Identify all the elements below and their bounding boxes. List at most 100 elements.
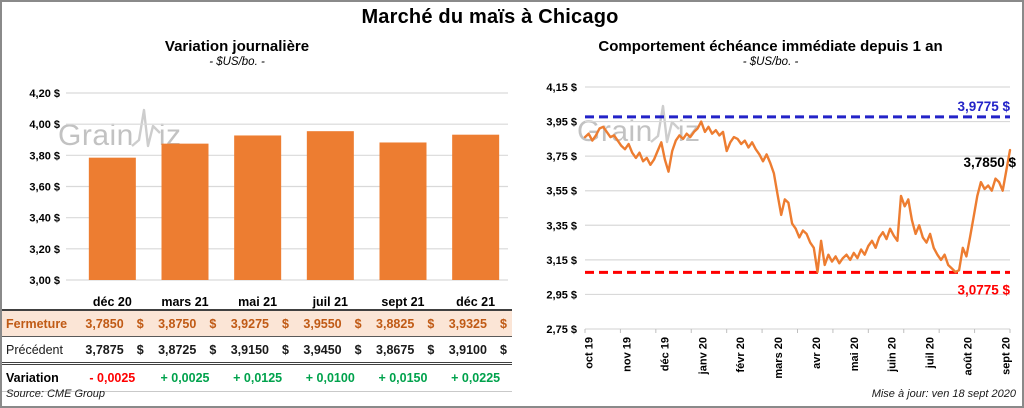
- price-value: 3,7875: [85, 342, 124, 357]
- y-axis-tick-label: 3,35 $: [546, 220, 577, 232]
- value-cell: 3,7875 $: [76, 343, 149, 357]
- variation-value: + 0,0150: [378, 371, 428, 385]
- value-cell: + 0,0125: [221, 371, 294, 385]
- source-note: Source: CME Group: [6, 388, 106, 400]
- currency-symbol: $: [282, 342, 289, 357]
- currency-symbol: $: [209, 342, 217, 357]
- currency-symbol: $: [354, 342, 362, 357]
- value-cell: + 0,0025: [149, 371, 222, 385]
- row-label: Précédent: [6, 342, 63, 357]
- currency-symbol: $: [499, 342, 507, 357]
- price-value: 3,9275: [230, 316, 269, 331]
- x-axis-tick-label: juil 20: [925, 337, 937, 369]
- y-axis-tick-label: 3,55 $: [546, 186, 577, 198]
- price-table: déc 20 mars 21 mai 21 juil 21 sept 21 déc 21 F…: [2, 294, 512, 392]
- price-value: 3,9550: [303, 316, 342, 331]
- y-axis-tick-label: 4,20 $: [29, 88, 60, 100]
- value-cell: - 0,0025: [76, 371, 149, 385]
- currency-symbol: $: [136, 342, 144, 357]
- price-value: 3,8750: [158, 316, 197, 331]
- high-value-label: 3,9775 $: [957, 99, 1010, 114]
- bar: [306, 131, 354, 280]
- column-header: mai 21: [238, 294, 278, 309]
- y-axis-tick-label: 3,20 $: [29, 244, 60, 256]
- y-axis-tick-label: 3,00 $: [29, 275, 60, 287]
- page-title: Marché du maïs à Chicago: [361, 6, 619, 28]
- price-value: 3,9325: [448, 316, 487, 331]
- currency-symbol: $: [209, 316, 217, 331]
- bar-chart-svg: 4,20 $ 4,00 $ 3,80 $ 3,60 $ 3,40 $ 3,20 $ 3,00…: [29, 88, 508, 287]
- x-axis-tick-label: févr 20: [735, 337, 747, 372]
- currency-symbol: $: [136, 316, 144, 331]
- last-value-label: 3,7850 $: [963, 155, 1016, 170]
- x-axis-tick-label: mai 20: [849, 337, 861, 371]
- column-header: sept 21: [381, 294, 425, 309]
- bar: [234, 135, 282, 280]
- x-axis-tick-label: sept 20: [1000, 337, 1012, 375]
- y-axis-tick-label: 4,00 $: [29, 119, 60, 131]
- currency-symbol: $: [282, 316, 289, 331]
- variation-value: + 0,0025: [160, 371, 210, 385]
- value-cell: 3,9100 $: [439, 343, 512, 357]
- bar: [161, 143, 209, 280]
- bar: [88, 157, 136, 280]
- y-axis-tick-label: 3,75 $: [546, 151, 577, 163]
- y-axis-tick-label: 3,80 $: [29, 150, 60, 162]
- left-chart-subtitle: - $US/bo. -: [209, 56, 265, 68]
- value-cell: 3,9150 $: [221, 343, 294, 357]
- row-label: Variation: [6, 371, 59, 385]
- y-axis-tick-label: 3,60 $: [29, 182, 60, 194]
- value-cell: + 0,0100: [294, 371, 367, 385]
- price-value: 3,8725: [158, 342, 197, 357]
- daily-variation-panel: Variation journalière - $US/bo. - Grain …: [2, 36, 512, 406]
- x-axis-tick-label: juin 20: [887, 337, 899, 373]
- column-header: déc 21: [456, 294, 496, 309]
- row-label: Fermeture: [6, 316, 68, 331]
- right-chart-subtitle: - $US/bo. -: [742, 56, 799, 68]
- low-value-label: 3,0775 $: [957, 282, 1010, 297]
- right-chart-title: Comportement échéance immédiate depuis 1…: [598, 38, 943, 55]
- y-axis-tick-label: 3,40 $: [29, 213, 60, 225]
- x-axis-tick-label: oct 19: [584, 337, 596, 369]
- value-cell: 3,9550 $: [294, 317, 367, 331]
- value-cell: 3,9325 $: [439, 317, 512, 331]
- variation-value: + 0,0100: [305, 371, 355, 385]
- price-value: 3,8825: [376, 316, 415, 331]
- front-month-panel: Comportement échéance immédiate depuis 1…: [519, 36, 1022, 406]
- price-value: 3,9150: [230, 342, 269, 357]
- bar: [379, 142, 427, 280]
- variation-value: + 0,0125: [233, 371, 283, 385]
- price-value: 3,9450: [303, 342, 342, 357]
- value-cell: 3,7850 $: [76, 317, 149, 331]
- y-axis-tick-label: 4,15 $: [546, 82, 577, 94]
- table-row-prev: Précédent 3,7875 $3,8725 $3,9150 $3,9450 $3,8…: [2, 337, 512, 365]
- price-value: 3,8675: [376, 342, 415, 357]
- column-header: juil 21: [312, 294, 349, 309]
- table-row-close: Fermeture 3,7850 $3,8750 $3,9275 $3,9550 $3,8…: [2, 311, 512, 337]
- left-chart-title: Variation journalière: [164, 38, 310, 55]
- table-header-row: déc 20 mars 21 mai 21 juil 21 sept 21 déc 21: [2, 294, 512, 311]
- currency-symbol: $: [427, 342, 435, 357]
- line-chart-svg: 4,15 $ 3,95 $ 3,75 $ 3,55 $ 3,35 $ 3,15 $ 2,95…: [546, 82, 1016, 379]
- value-cell: + 0,0150: [367, 371, 440, 385]
- x-axis-tick-label: avr 20: [811, 337, 823, 369]
- currency-symbol: $: [499, 316, 507, 331]
- x-axis-tick-label: nov 19: [622, 337, 634, 372]
- variation-value: - 0,0025: [89, 371, 136, 385]
- y-axis-tick-label: 3,95 $: [546, 117, 577, 129]
- x-axis-tick-label: janv 20: [697, 337, 709, 375]
- column-header: mars 21: [161, 294, 209, 309]
- x-axis-tick-label: déc 19: [659, 337, 671, 371]
- y-axis-tick-label: 2,75 $: [546, 324, 577, 336]
- column-header: déc 20: [92, 294, 132, 309]
- value-cell: 3,8725 $: [149, 343, 222, 357]
- value-cell: 3,9275 $: [221, 317, 294, 331]
- price-value: 3,9100: [448, 342, 487, 357]
- variation-value: + 0,0225: [451, 371, 501, 385]
- value-cell: 3,9450 $: [294, 343, 367, 357]
- value-cell: + 0,0225: [439, 371, 512, 385]
- currency-symbol: $: [427, 316, 435, 331]
- x-axis-tick-label: mars 20: [773, 337, 785, 379]
- value-cell: 3,8750 $: [149, 317, 222, 331]
